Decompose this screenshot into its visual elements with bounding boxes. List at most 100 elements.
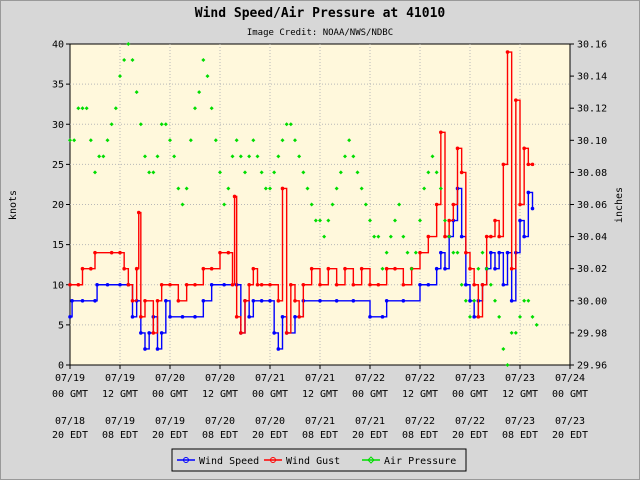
wind-gust-point (426, 234, 431, 239)
wind-speed-point (70, 299, 74, 303)
air-pressure-point (130, 58, 135, 63)
air-pressure-point (451, 250, 456, 255)
y-tick-label-left: 30 (52, 120, 64, 131)
y-tick-label-left: 20 (52, 200, 64, 211)
x-tick-label: 07/19 (105, 373, 135, 384)
air-pressure-point (472, 298, 477, 303)
x-tick-label: 07/20 (255, 416, 285, 427)
wind-speed-point (384, 299, 389, 303)
air-pressure-point (413, 250, 418, 255)
wind-speed-point (143, 347, 147, 351)
x-tick-label: 12 GMT (402, 389, 438, 400)
wind-gust-point (464, 250, 468, 255)
air-pressure-point (418, 218, 422, 223)
air-pressure-point (138, 122, 143, 127)
chart-subtitle: Image Credit: NOAA/NWS/NDBC (247, 28, 393, 38)
air-pressure-point (313, 218, 318, 223)
wind-gust-point (268, 282, 272, 287)
air-pressure-point (463, 298, 468, 303)
y-tick-label-right: 30.04 (577, 232, 607, 243)
air-pressure-point (259, 170, 264, 175)
air-pressure-point (272, 170, 277, 175)
wind-speed-point (280, 315, 285, 319)
air-pressure-point (293, 138, 297, 143)
wind-gust-point (326, 266, 331, 271)
wind-gust-point (351, 282, 356, 287)
wind-speed-point (80, 299, 85, 303)
y-tick-label-right: 30.00 (577, 296, 607, 307)
wind-gust-point (289, 282, 293, 287)
air-pressure-point (426, 170, 431, 175)
wind-gust-point (232, 194, 237, 199)
legend-label-wind-speed: Wind Speed (199, 456, 259, 467)
air-pressure-point (134, 90, 139, 95)
air-pressure-point (126, 42, 131, 46)
air-pressure-point (118, 74, 122, 79)
wind-gust-point (334, 282, 339, 287)
air-pressure-point (309, 202, 314, 207)
wind-gust-point (509, 266, 514, 271)
air-pressure-point (393, 218, 397, 223)
wind-speed-point (497, 250, 501, 255)
air-pressure-point (338, 170, 343, 175)
air-pressure-point (368, 218, 372, 223)
legend: Wind Speed Wind Gust Air Pressure (171, 448, 467, 472)
y-tick-label-right: 30.06 (577, 200, 607, 211)
air-pressure-point (268, 186, 272, 191)
wind-speed-point (318, 299, 322, 303)
air-pressure-point (159, 122, 164, 127)
wind-gust-point (439, 130, 443, 135)
x-tick-label: 12 GMT (202, 389, 238, 400)
wind-gust-point (472, 282, 476, 287)
wind-gust-point (126, 282, 131, 287)
air-pressure-point (343, 154, 347, 159)
wind-speed-point (472, 315, 476, 319)
wind-speed-point (247, 315, 251, 319)
air-pressure-point (476, 266, 481, 271)
wind-gust-point (309, 266, 314, 271)
wind-gust-point (451, 202, 456, 207)
y-tick-label-left: 0 (58, 361, 64, 372)
air-pressure-point (209, 106, 214, 111)
wind-speed-point (251, 299, 256, 303)
air-pressure-point (151, 170, 156, 175)
series-layer (68, 42, 539, 367)
wind-gust-point (384, 266, 389, 271)
wind-speed-point (426, 282, 431, 287)
wind-gust-point (209, 266, 214, 271)
air-pressure-point (513, 330, 518, 335)
y-tick-label-right: 30.12 (577, 104, 607, 115)
air-pressure-point (305, 186, 310, 191)
wind-gust-point (459, 170, 464, 175)
air-pressure-point (347, 138, 352, 143)
air-pressure-point (163, 122, 168, 127)
air-pressure-point (197, 90, 202, 95)
x-tick-label: 20 EDT (252, 430, 288, 441)
x-tick-label: 20 EDT (552, 430, 588, 441)
legend-marker-wind-speed (183, 457, 189, 463)
air-pressure-point (201, 58, 206, 63)
air-pressure-point (484, 266, 489, 271)
x-tick-label: 07/19 (55, 373, 85, 384)
wind-gust-point (259, 282, 264, 287)
wind-gust-point (480, 282, 485, 287)
y-tick-label-right: 30.16 (577, 40, 607, 51)
wind-gust-point (493, 218, 497, 223)
wind-gust-point (518, 202, 522, 207)
air-pressure-point (122, 58, 127, 63)
y-tick-label-right: 29.96 (577, 361, 607, 372)
x-tick-label: 08 EDT (302, 430, 338, 441)
air-pressure-point (263, 186, 268, 191)
air-pressure-point (176, 186, 181, 191)
x-tick-label: 00 GMT (252, 389, 288, 400)
air-pressure-point (301, 170, 306, 175)
x-axis-ticks: 07/19 00 GMT 07/18 20 EDT 07/19 12 GMT 07/19 08… (52, 373, 588, 441)
wind-speed-point (159, 331, 164, 335)
x-tick-label: 12 GMT (102, 389, 138, 400)
x-tick-label: 12 GMT (302, 389, 338, 400)
wind-gust-point (489, 234, 493, 239)
air-pressure-point (330, 202, 335, 207)
air-pressure-point (363, 202, 368, 207)
wind-gust-point (455, 146, 460, 151)
x-tick-label: 07/18 (55, 416, 85, 427)
